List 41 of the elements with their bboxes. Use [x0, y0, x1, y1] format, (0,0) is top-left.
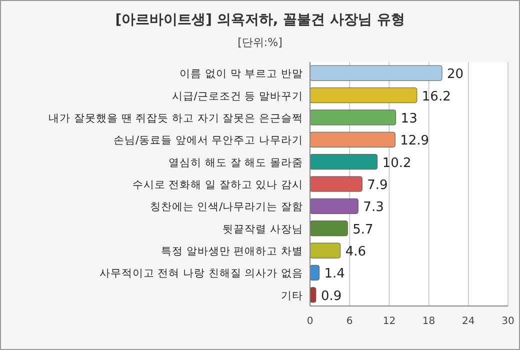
data-label: 16.2	[422, 89, 451, 104]
data-label: 10.2	[382, 156, 412, 171]
data-label: 0.9	[320, 288, 342, 304]
data-label: 12.9	[400, 134, 430, 149]
bar	[310, 132, 396, 148]
chart-title: [아르바이트생] 의욕저하, 꼴불견 사장님 유형	[115, 12, 405, 28]
y-tick-label: 칭찬에는 인색/나무라기는 잘함	[150, 201, 303, 214]
y-tick-label: 내가 잘못했을 땐 쥐잡듯 하고 자기 잘못은 은근슬쩍	[48, 112, 303, 124]
bar	[310, 176, 362, 192]
bar	[310, 198, 358, 214]
bar	[310, 87, 418, 104]
data-label: 4.6	[345, 244, 366, 260]
data-label: 20	[447, 67, 464, 82]
y-tick-label: 기타	[281, 290, 303, 302]
x-tick-label: 0	[306, 316, 314, 327]
y-tick-label: 특정 알바생만 편애하고 차별	[160, 246, 303, 258]
bar	[310, 287, 316, 303]
bar	[310, 110, 396, 126]
data-label: 7.3	[363, 200, 384, 216]
x-tick-label: 18	[422, 316, 436, 327]
y-tick-label: 이름 없이 막 부르고 반말	[180, 68, 303, 80]
bar	[310, 65, 442, 81]
bar	[310, 242, 341, 258]
y-tick-label: 손님/동료들 앞에서 무안주고 나무라기	[113, 134, 303, 147]
y-tick-label: 사무적이고 전혀 나랑 친해질 의사가 없음	[99, 268, 303, 280]
x-tick-label: 30	[502, 316, 514, 327]
y-tick-label: 시급/근로조건 등 말바꾸기	[172, 90, 303, 102]
x-tick-label: 6	[346, 316, 353, 327]
data-label: 1.4	[324, 266, 345, 282]
bar	[310, 220, 348, 236]
chart-subtitle: [단위:%]	[238, 36, 282, 49]
y-tick-label: 열심히 해도 잘 해도 몰라줌	[168, 156, 303, 169]
bar	[310, 264, 320, 281]
x-tick-label: 12	[382, 316, 396, 327]
y-tick-label: 뒷끝작렬 사장님	[222, 223, 303, 236]
bar	[310, 154, 378, 170]
y-tick-label: 수시로 전화해 일 잘하고 있나 감시	[132, 179, 303, 191]
data-label: 7.9	[367, 178, 388, 193]
x-tick-label: 24	[462, 316, 475, 327]
data-label: 5.7	[352, 222, 374, 238]
data-label: 13	[400, 111, 418, 126]
